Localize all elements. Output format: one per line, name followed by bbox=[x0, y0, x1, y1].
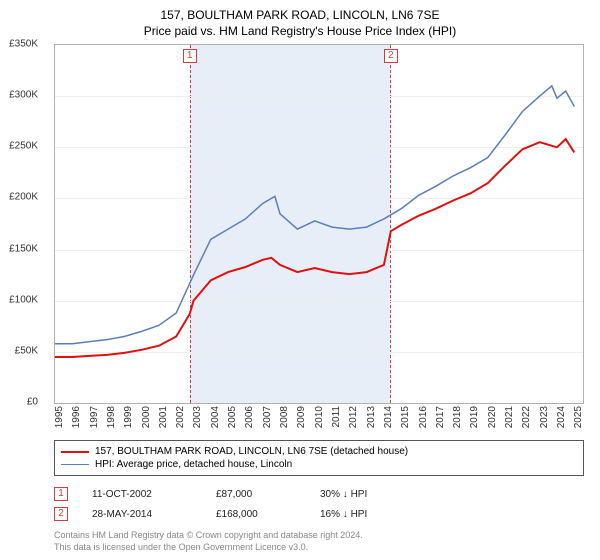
x-tick-label: 2012 bbox=[348, 406, 359, 428]
sale-date: 11-OCT-2002 bbox=[92, 489, 192, 500]
x-tick-label: 2020 bbox=[487, 406, 498, 428]
sale-date: 28-MAY-2014 bbox=[92, 509, 192, 520]
sale-diff: 16% ↓ HPI bbox=[320, 509, 420, 520]
series-hpi bbox=[55, 86, 574, 344]
y-tick-label: £350K bbox=[9, 39, 38, 50]
x-tick-label: 2003 bbox=[192, 406, 203, 428]
x-tick-label: 2022 bbox=[521, 406, 532, 428]
sales-table: 1 11-OCT-2002 £87,000 30% ↓ HPI 2 28-MAY-2014… bbox=[54, 484, 584, 524]
x-tick-label: 2004 bbox=[210, 406, 221, 428]
x-tick-label: 1997 bbox=[89, 406, 100, 428]
y-axis: £0£50K£100K£150K£200K£250K£300K£350K bbox=[0, 44, 42, 404]
footer-note: Contains HM Land Registry data © Crown c… bbox=[54, 530, 584, 553]
x-tick-label: 2008 bbox=[279, 406, 290, 428]
footer-line-2: This data is licensed under the Open Gov… bbox=[54, 542, 584, 554]
plot-area: 12 bbox=[54, 44, 584, 404]
x-tick-label: 2009 bbox=[296, 406, 307, 428]
y-tick-label: £200K bbox=[9, 192, 38, 203]
y-tick-label: £100K bbox=[9, 294, 38, 305]
x-tick-label: 2002 bbox=[175, 406, 186, 428]
x-tick-label: 2010 bbox=[314, 406, 325, 428]
sale-row-marker: 1 bbox=[54, 487, 68, 501]
x-axis: 1995 1996 1997 1998 1999 2000 2001 2002 2003 2004… bbox=[54, 404, 584, 438]
x-tick-label: 2018 bbox=[452, 406, 463, 428]
x-tick-label: 2001 bbox=[158, 406, 169, 428]
x-tick-label: 2019 bbox=[469, 406, 480, 428]
sale-marker-1: 1 bbox=[183, 49, 197, 63]
x-tick-label: 2013 bbox=[366, 406, 377, 428]
chart-title: 157, BOULTHAM PARK ROAD, LINCOLN, LN6 7S… bbox=[10, 8, 590, 22]
y-tick-label: £150K bbox=[9, 243, 38, 254]
x-tick-label: 2015 bbox=[400, 406, 411, 428]
sale-row: 2 28-MAY-2014 £168,000 16% ↓ HPI bbox=[54, 504, 584, 524]
x-tick-label: 2023 bbox=[539, 406, 550, 428]
legend: 157, BOULTHAM PARK ROAD, LINCOLN, LN6 7S… bbox=[54, 440, 584, 476]
chart-container: 157, BOULTHAM PARK ROAD, LINCOLN, LN6 7S… bbox=[0, 0, 600, 560]
x-tick-label: 2006 bbox=[244, 406, 255, 428]
legend-label: 157, BOULTHAM PARK ROAD, LINCOLN, LN6 7S… bbox=[95, 446, 408, 457]
legend-swatch bbox=[61, 464, 89, 465]
sale-marker-2: 2 bbox=[384, 49, 398, 63]
x-tick-label: 1998 bbox=[106, 406, 117, 428]
x-tick-label: 2016 bbox=[418, 406, 429, 428]
y-tick-label: £0 bbox=[27, 397, 38, 408]
x-tick-label: 2007 bbox=[262, 406, 273, 428]
y-tick-label: £300K bbox=[9, 90, 38, 101]
sale-price: £168,000 bbox=[216, 509, 296, 520]
x-tick-label: 2017 bbox=[435, 406, 446, 428]
series-property bbox=[55, 139, 574, 357]
legend-item: 157, BOULTHAM PARK ROAD, LINCOLN, LN6 7S… bbox=[61, 445, 577, 458]
footer-line-1: Contains HM Land Registry data © Crown c… bbox=[54, 530, 584, 542]
x-tick-label: 1996 bbox=[71, 406, 82, 428]
title-block: 157, BOULTHAM PARK ROAD, LINCOLN, LN6 7S… bbox=[10, 8, 590, 38]
legend-swatch bbox=[61, 451, 89, 453]
x-tick-label: 2014 bbox=[383, 406, 394, 428]
plot-svg bbox=[55, 45, 583, 403]
x-tick-label: 2005 bbox=[227, 406, 238, 428]
x-tick-label: 1995 bbox=[54, 406, 65, 428]
sale-diff: 30% ↓ HPI bbox=[320, 489, 420, 500]
chart-subtitle: Price paid vs. HM Land Registry's House … bbox=[10, 24, 590, 38]
x-tick-label: 2024 bbox=[556, 406, 567, 428]
sale-price: £87,000 bbox=[216, 489, 296, 500]
sale-row-marker: 2 bbox=[54, 507, 68, 521]
y-tick-label: £250K bbox=[9, 141, 38, 152]
sale-row: 1 11-OCT-2002 £87,000 30% ↓ HPI bbox=[54, 484, 584, 504]
x-tick-label: 2021 bbox=[504, 406, 515, 428]
legend-label: HPI: Average price, detached house, Linc… bbox=[95, 459, 292, 470]
x-tick-label: 2011 bbox=[331, 406, 342, 428]
y-tick-label: £50K bbox=[15, 345, 38, 356]
x-tick-label: 2025 bbox=[573, 406, 584, 428]
x-tick-label: 1999 bbox=[123, 406, 134, 428]
x-tick-label: 2000 bbox=[141, 406, 152, 428]
legend-item: HPI: Average price, detached house, Linc… bbox=[61, 458, 577, 471]
